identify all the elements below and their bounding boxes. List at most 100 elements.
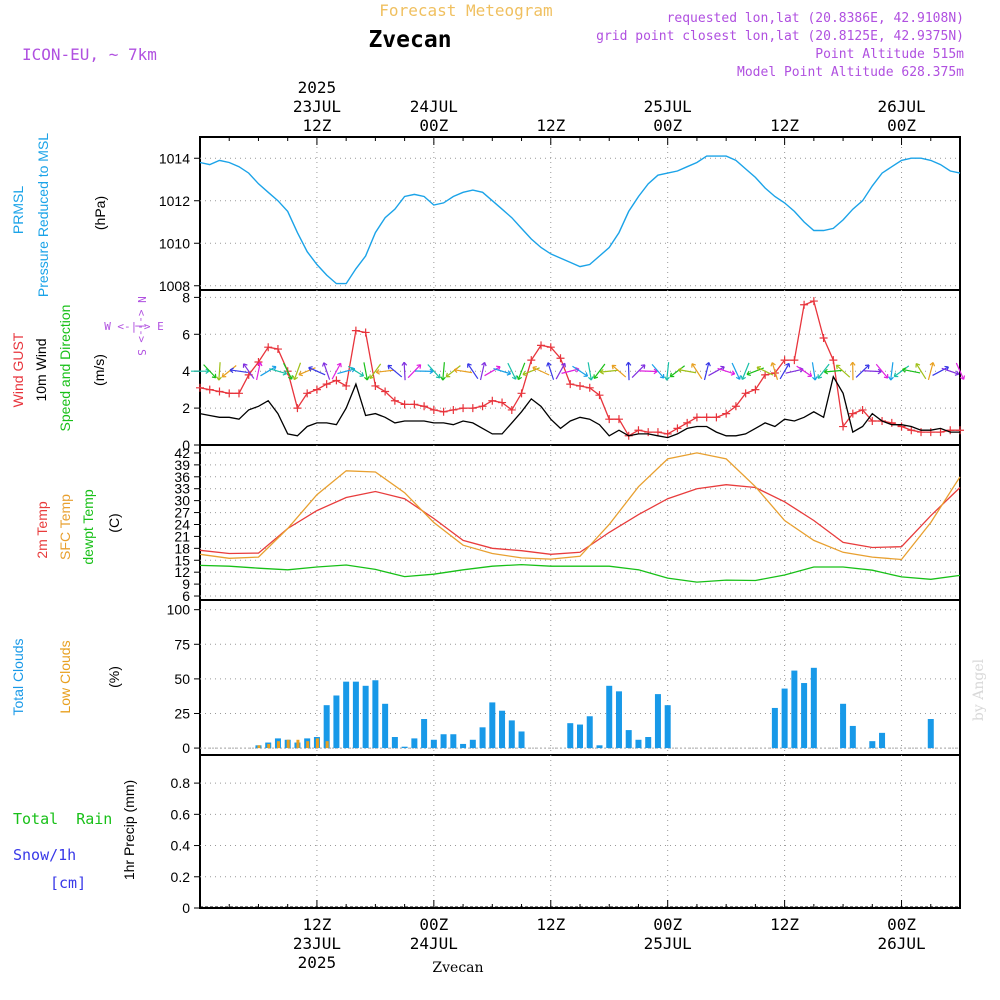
wind-direction-arrowhead (705, 361, 711, 367)
wind-direction-arrow (517, 362, 526, 380)
wind-direction-arrow (337, 368, 356, 375)
wind-direction-arrow (331, 362, 342, 380)
wind-gust-point (215, 387, 224, 396)
wind-gust-point (390, 396, 399, 405)
wind-10m-line (199, 374, 960, 439)
total-clouds-bar (518, 731, 525, 749)
wind-direction-arrowhead (640, 364, 646, 369)
wind-gust-point (946, 426, 955, 435)
pressure-ytick-label: 1014 (159, 150, 190, 166)
wind-direction-arrow (445, 365, 461, 378)
temperature-ytick-label: 33 (174, 481, 190, 497)
total-clouds-bar (577, 724, 583, 749)
wind-direction-arrowhead (532, 366, 537, 372)
top-time-label: 00Z (653, 116, 682, 135)
grid-point-coords: grid point closest lon,lat (20.8125E, 42… (596, 29, 964, 44)
wind-gust-point (858, 405, 867, 414)
wind-direction-arrowhead (387, 364, 393, 370)
top-time-label: 12Z (536, 116, 565, 135)
clouds-ytick-label: 0 (182, 740, 190, 756)
wind-gust-point (917, 428, 926, 437)
wind-gust-point (556, 354, 565, 363)
wind-gust-point (488, 396, 497, 405)
wind-gust-point (264, 343, 273, 352)
total-clouds-bar (801, 683, 808, 749)
wind-gust-point (332, 376, 341, 385)
wind-direction-arrowhead (575, 366, 580, 373)
total-clouds-bar (430, 739, 437, 749)
wind-10m-label: 10m Wind (33, 338, 49, 401)
wind-direction-arrowhead (516, 375, 522, 381)
wind-direction-arrow (269, 368, 287, 375)
wind-gust-point (468, 404, 477, 413)
snow-label: Snow/1h (13, 846, 76, 864)
temperature-ytick-label: 27 (174, 505, 190, 521)
temp-sfc-line (199, 452, 961, 561)
wind-direction-arrowhead (785, 362, 791, 368)
wind-direction-arrowhead (364, 376, 370, 381)
wind-gust-point (722, 409, 731, 418)
low-clouds-bar (276, 741, 280, 749)
wind-direction-arrowhead (611, 364, 617, 370)
temp-dewpt-label: dewpt Temp (80, 489, 96, 564)
wind-direction-arrowhead (588, 376, 594, 381)
wind-gust-point (439, 407, 448, 416)
wind-gust-point (653, 428, 662, 437)
wind-direction-arrow (376, 369, 395, 373)
total-clouds-bar (781, 688, 788, 749)
pressure-unit: (hPa) (92, 196, 108, 230)
wind-direction-arrow (407, 364, 422, 379)
temperature-ytick-label: 30 (174, 493, 190, 509)
total-clouds-bar (606, 685, 613, 749)
wind-direction-arrow (323, 362, 331, 380)
total-clouds-bar (615, 691, 622, 749)
wind-gust-point (576, 381, 584, 390)
total-clouds-bar (382, 703, 389, 749)
wind-direction-arrow (835, 364, 851, 378)
wind-gust-point (712, 413, 721, 422)
wind-direction-arrowhead (256, 361, 263, 367)
total-clouds-bar (625, 730, 632, 749)
temperature-ytick-label: 15 (174, 552, 190, 568)
temperature-ytick-label: 18 (174, 540, 190, 556)
total-clouds-bar (391, 737, 398, 749)
wind-ytick-label: 2 (182, 400, 190, 416)
wind-direction-arrowhead (888, 376, 894, 381)
total-clouds-bar (333, 695, 340, 749)
wind-direction-arrowhead (287, 375, 293, 380)
wind-direction-arrow (369, 363, 382, 379)
wind-direction-arrowhead (877, 368, 882, 375)
wind-ytick-label: 8 (182, 289, 190, 305)
wind-direction-arrowhead (746, 370, 752, 377)
total-clouds-bar (460, 743, 467, 749)
wind-direction-arrowhead (902, 367, 907, 373)
wind-gust-point (566, 380, 575, 389)
footer-location: Zvecan (432, 960, 483, 976)
wind-direction-arrow (771, 362, 779, 380)
bottom-time-label: 26JUL (877, 934, 925, 953)
wind-direction-arrow (387, 364, 403, 378)
wind-gust-point (429, 405, 438, 414)
bottom-time-label: 12Z (302, 915, 331, 934)
total-clouds-bar (654, 694, 661, 749)
wind-gust-point (829, 356, 838, 365)
wind-direction-arrowhead (730, 370, 736, 376)
bottom-time-label: 2025 (298, 953, 337, 972)
bottom-time-label: 00Z (653, 915, 682, 934)
temperature-ytick-label: 39 (174, 457, 190, 473)
wind-direction-arrowhead (282, 370, 288, 376)
wind-direction-arrow (555, 363, 566, 380)
wind-gust-point (478, 402, 487, 411)
wind-direction-arrow (427, 364, 441, 379)
total-clouds-bar (479, 727, 486, 749)
model-label: ICON-EU, ~ 7km (22, 45, 157, 64)
pressure-ytick-label: 1012 (159, 193, 190, 209)
requested-coords: requested lon,lat (20.8386E, 42.9108N) (667, 11, 964, 26)
wind-gust-point (605, 415, 614, 424)
wind-direction-arrow (403, 362, 406, 381)
wind-ytick-label: 4 (182, 363, 190, 379)
wind-direction-arrowhead (864, 364, 870, 369)
total-clouds-bar (499, 710, 506, 749)
wind-gust-point (751, 385, 760, 394)
